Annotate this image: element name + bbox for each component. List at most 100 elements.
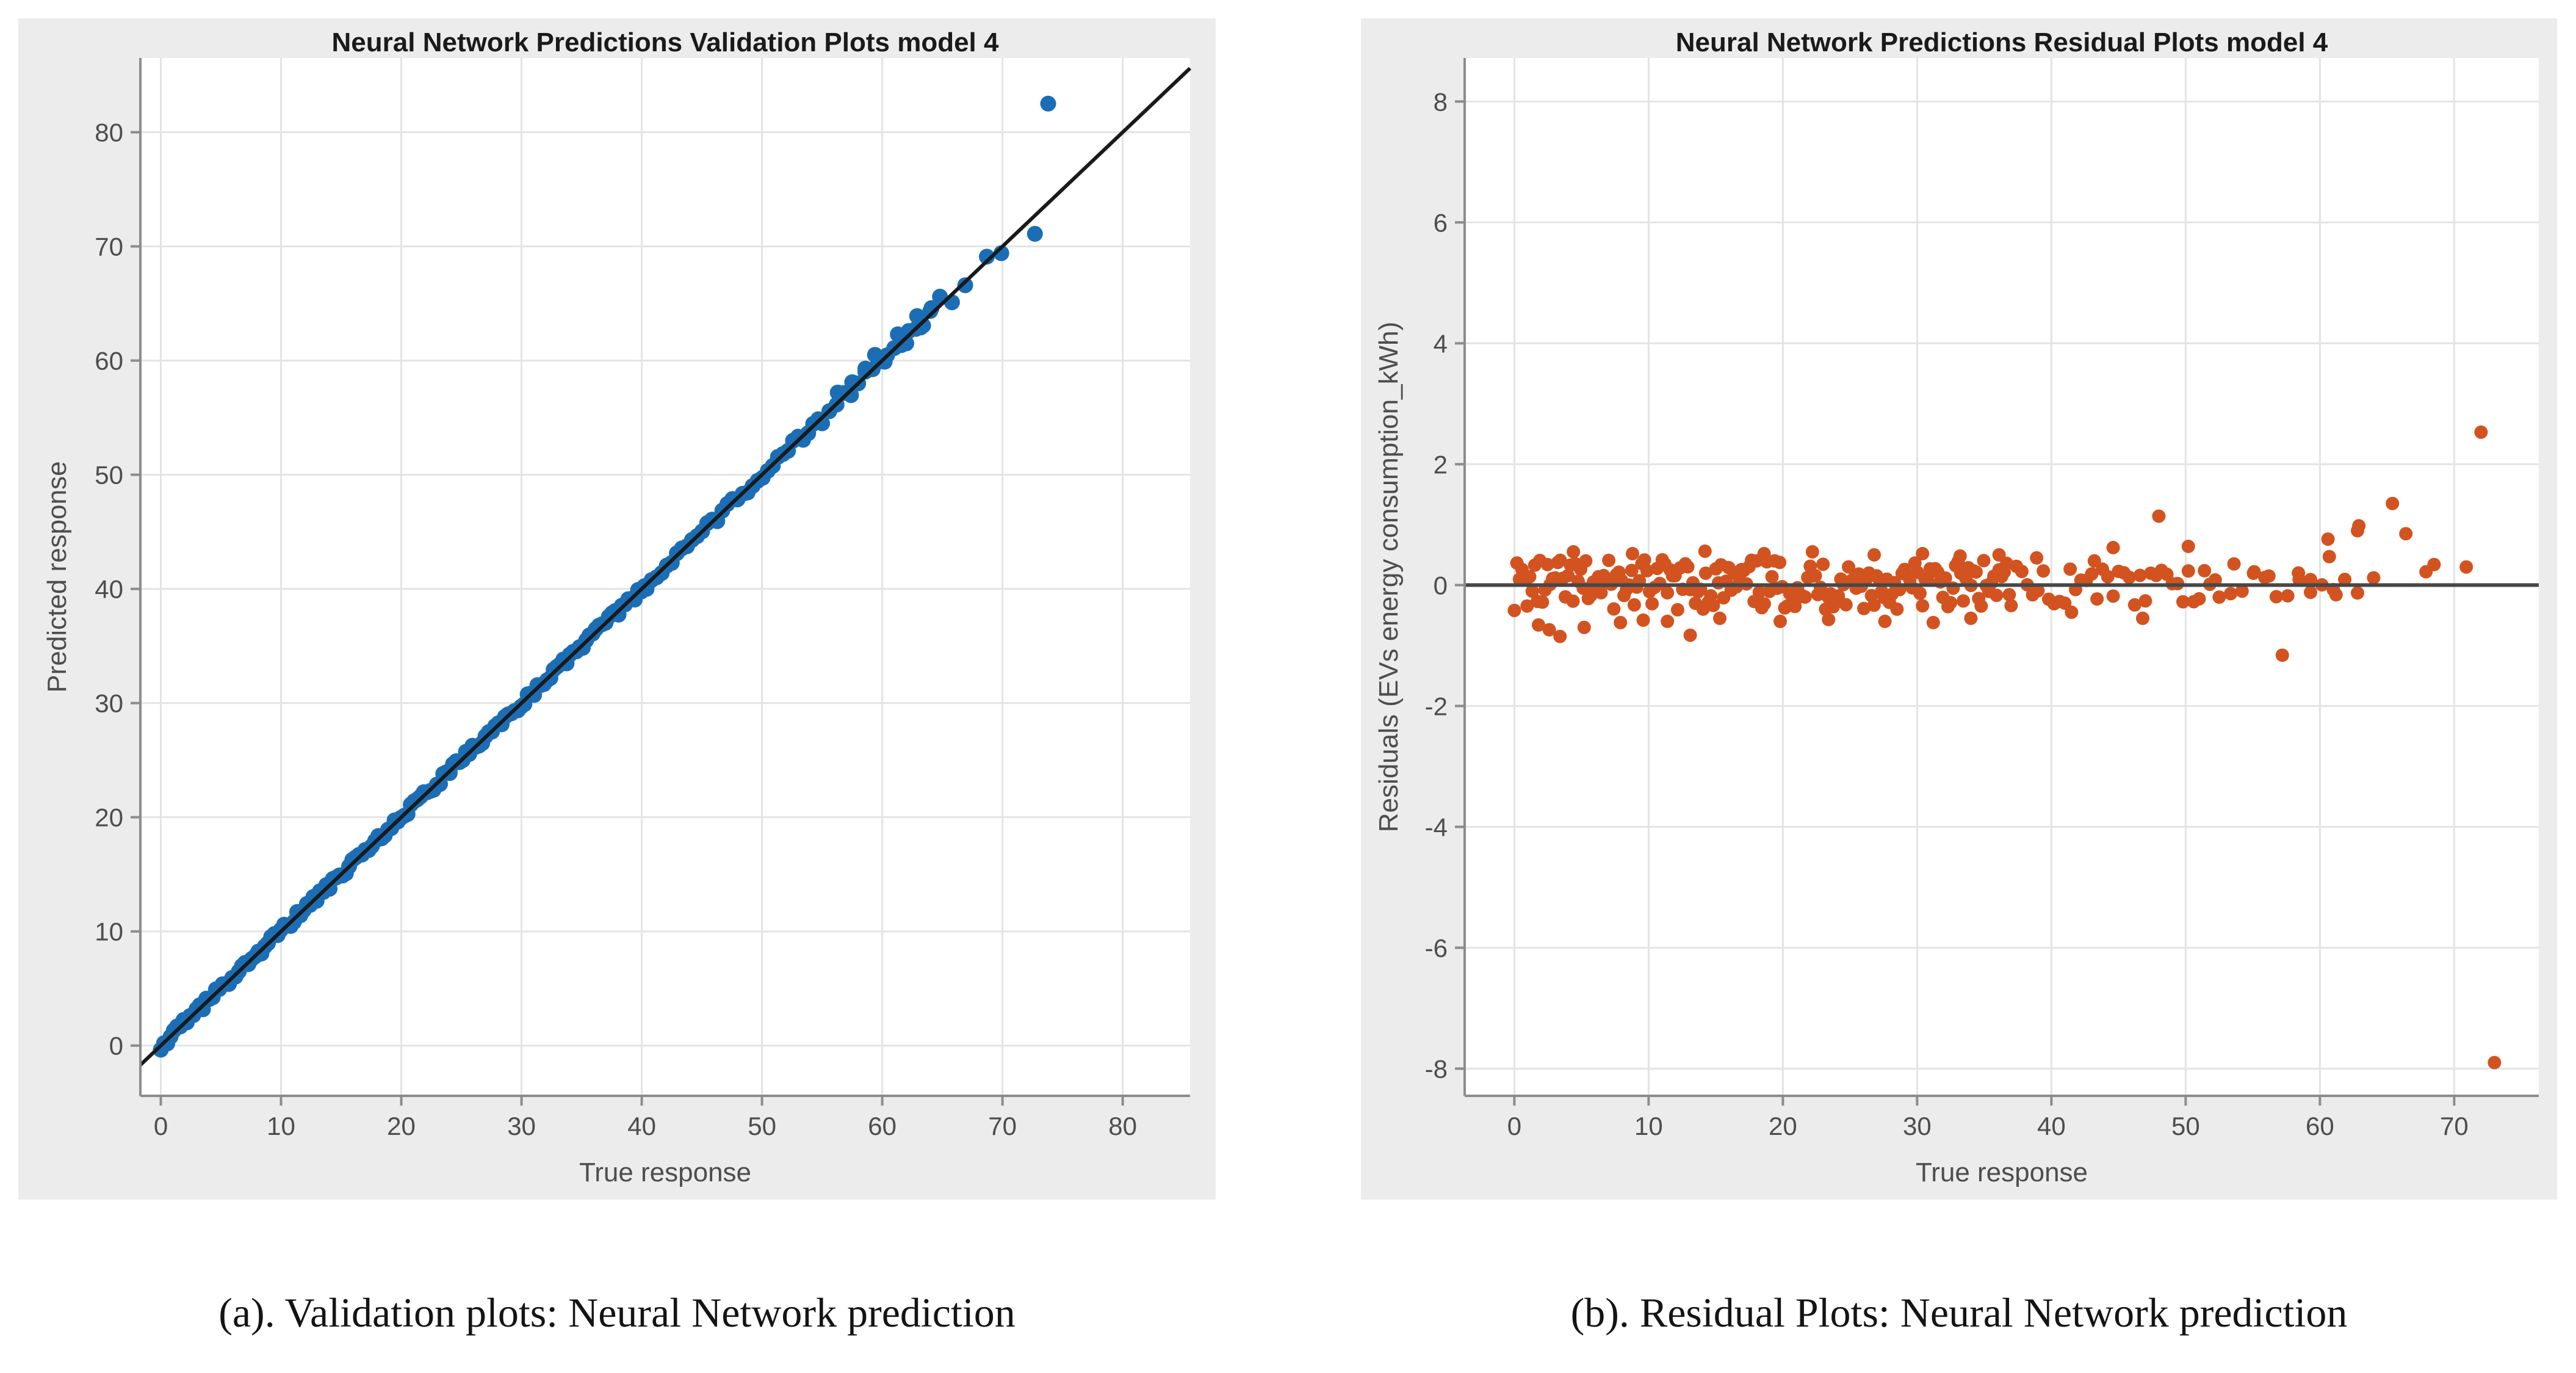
caption-a: (a). Validation plots: Neural Network pr… bbox=[218, 1289, 1016, 1336]
x-axis-label: True response bbox=[579, 1157, 751, 1187]
scatter-point bbox=[2321, 532, 2335, 546]
scatter-point bbox=[1698, 544, 1712, 558]
scatter-point bbox=[1964, 611, 1978, 625]
scatter-point bbox=[2329, 588, 2343, 602]
scatter-point bbox=[1957, 594, 1971, 608]
scatter-point bbox=[1990, 589, 2004, 603]
y-tick-label: 30 bbox=[95, 689, 123, 718]
y-tick-label: -6 bbox=[1425, 933, 1448, 962]
caption-b: (b). Residual Plots: Neural Network pred… bbox=[1570, 1289, 2348, 1336]
x-tick-label: 20 bbox=[387, 1112, 416, 1140]
x-tick-label: 60 bbox=[868, 1112, 897, 1140]
scatter-point bbox=[2030, 551, 2044, 565]
scatter-point bbox=[2065, 605, 2079, 619]
x-tick-label: 50 bbox=[748, 1112, 776, 1140]
x-tick-label: 10 bbox=[1634, 1112, 1663, 1140]
scatter-point bbox=[843, 387, 859, 404]
scatter-point bbox=[2004, 599, 2018, 612]
scatter-point bbox=[1567, 545, 1581, 559]
y-tick-label: 4 bbox=[1434, 329, 1448, 358]
scatter-point bbox=[1926, 615, 1940, 629]
y-tick-label: 50 bbox=[95, 461, 123, 490]
scatter-point bbox=[1026, 226, 1043, 242]
scatter-point bbox=[2138, 594, 2152, 608]
y-tick-label: -8 bbox=[1425, 1054, 1448, 1083]
scatter-point bbox=[1758, 597, 1771, 611]
scatter-point bbox=[2235, 584, 2249, 598]
residual-plot-content: 0 10 20 30 40 50 60 70 -8 -6 -4 -2 0 2 4 6 8 bbox=[1425, 58, 2539, 1140]
scatter-point bbox=[2304, 585, 2317, 600]
y-tick-label: 0 bbox=[109, 1032, 123, 1060]
scatter-point bbox=[2322, 549, 2336, 563]
scatter-point bbox=[1867, 548, 1881, 562]
scatter-point bbox=[1773, 614, 1787, 628]
scatter-point bbox=[1698, 566, 1712, 580]
validation-plot-canvas: 0 10 20 30 40 50 60 70 80 0 10 20 30 40 50 60 70 80 Neura… bbox=[42, 27, 1192, 1187]
plot-title: Neural Network Predictions Validation Pl… bbox=[332, 27, 999, 57]
x-tick-label: 40 bbox=[2037, 1112, 2066, 1140]
y-tick-label: 8 bbox=[1434, 87, 1448, 116]
scatter-point bbox=[2352, 519, 2366, 533]
y-tick-label: 20 bbox=[95, 803, 123, 832]
y-tick-label: -4 bbox=[1425, 813, 1448, 841]
scatter-point bbox=[1992, 548, 2006, 562]
x-tick-label: 70 bbox=[2440, 1112, 2469, 1140]
scatter-point bbox=[2386, 496, 2400, 510]
scatter-point bbox=[1867, 598, 1881, 612]
scatter-point bbox=[1916, 599, 1930, 613]
x-tick-label: 10 bbox=[267, 1112, 295, 1140]
scatter-point bbox=[1773, 556, 1787, 570]
scatter-point bbox=[2192, 592, 2206, 606]
scatter-point bbox=[1607, 602, 1621, 616]
scatter-point bbox=[2101, 570, 2115, 584]
scatter-point bbox=[1626, 546, 1639, 560]
scatter-point bbox=[2031, 584, 2045, 598]
scatter-point bbox=[1822, 612, 1836, 626]
scatter-point bbox=[2338, 573, 2352, 587]
y-tick-label: 10 bbox=[95, 918, 123, 946]
scatter-point bbox=[1805, 545, 1819, 559]
plot-title: Neural Network Predictions Residual Plot… bbox=[1676, 27, 2328, 57]
validation-plot-content: 0 10 20 30 40 50 60 70 80 0 10 20 30 40 50 60 70 80 bbox=[95, 58, 1192, 1140]
scatter-point bbox=[1670, 603, 1684, 617]
residual-plot-panel: 0 10 20 30 40 50 60 70 -8 -6 -4 -2 0 2 4 6 8 Neural Netw… bbox=[1361, 18, 2557, 1200]
scatter-point bbox=[2351, 586, 2364, 600]
y-tick-label: 60 bbox=[95, 347, 123, 375]
scatter-point bbox=[1532, 618, 1545, 632]
scatter-point bbox=[2106, 589, 2120, 603]
validation-plot-panel: 0 10 20 30 40 50 60 70 80 0 10 20 30 40 50 60 70 80 Neura… bbox=[18, 18, 1216, 1200]
scatter-point bbox=[1637, 553, 1651, 567]
scatter-point bbox=[1944, 596, 1958, 610]
scatter-point bbox=[2198, 563, 2212, 578]
reference-line bbox=[139, 67, 1192, 1067]
scatter-point bbox=[1520, 599, 1534, 613]
scatter-point bbox=[1977, 554, 1991, 568]
scatter-point bbox=[2227, 557, 2241, 571]
scatter-point bbox=[1681, 560, 1695, 574]
scatter-point bbox=[1614, 615, 1628, 629]
scatter-point bbox=[2224, 587, 2238, 601]
scatter-point bbox=[1661, 586, 1675, 600]
scatter-point bbox=[1713, 611, 1726, 625]
scatter-point bbox=[2152, 509, 2166, 523]
y-axis-label: Predicted response bbox=[42, 461, 72, 692]
scatter-point bbox=[1627, 598, 1641, 612]
x-tick-label: 0 bbox=[154, 1112, 168, 1140]
scatter-point bbox=[2085, 567, 2099, 581]
scatter-point bbox=[1974, 599, 1988, 613]
scatter-point bbox=[2281, 589, 2295, 603]
y-tick-label: 6 bbox=[1434, 208, 1448, 237]
scatter-point bbox=[1507, 603, 1521, 617]
scatter-point bbox=[2127, 598, 2141, 612]
scatter-point bbox=[1816, 557, 1830, 571]
scatter-point bbox=[1765, 570, 1779, 584]
scatter-point bbox=[2181, 564, 2195, 578]
x-tick-label: 30 bbox=[1903, 1112, 1932, 1140]
scatter-point bbox=[2399, 527, 2413, 541]
y-tick-label: 80 bbox=[95, 118, 123, 147]
scatter-point bbox=[2367, 571, 2381, 585]
scatter-point bbox=[1757, 546, 1771, 560]
scatter-point bbox=[1579, 554, 1593, 568]
scatter-point bbox=[829, 385, 846, 400]
